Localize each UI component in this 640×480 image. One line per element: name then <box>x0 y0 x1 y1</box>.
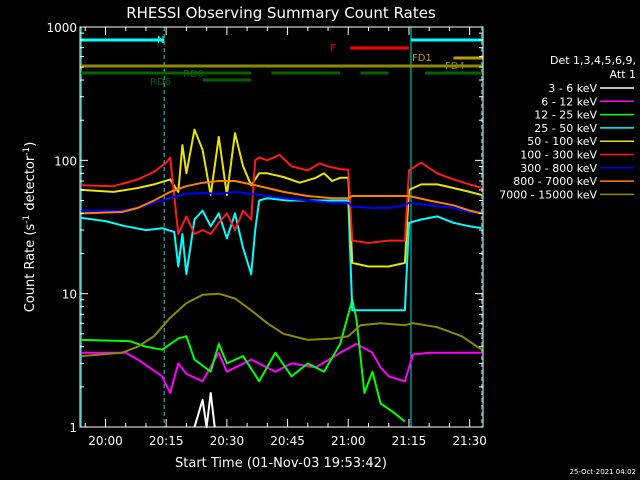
legend-label-5: 100 - 300 keV <box>520 149 597 162</box>
y-tick-label-2: 100 <box>54 154 77 168</box>
x-tick-label-1: 20:15 <box>149 434 184 448</box>
y-tick-label-0: 1 <box>69 421 77 435</box>
series-line-1 <box>81 342 482 394</box>
plot-frame <box>79 26 484 428</box>
legend-label-3: 25 - 50 keV <box>534 122 597 135</box>
x-axis-ticks: 20:00 20:15 20:30 20:45 21:00 21:15 21:30 <box>84 27 487 448</box>
series-lines <box>81 128 483 428</box>
series-line-3 <box>81 197 482 312</box>
series-line-8 <box>81 292 483 358</box>
legend-label-6: 300 - 800 keV <box>520 162 597 175</box>
y-axis-ticks: 1 10 100 1000 <box>46 21 483 435</box>
series-line-4 <box>81 128 483 268</box>
legend-label-2: 12 - 25 keV <box>534 109 597 122</box>
series-line-2 <box>81 298 406 423</box>
flag-label-2: FD1 <box>412 53 432 64</box>
series-line-5 <box>81 153 483 244</box>
legend-label-1: 6 - 12 keV <box>541 95 597 108</box>
legend-label-4: 50 - 100 keV <box>527 135 597 148</box>
legend-label-7: 800 - 7000 keV <box>513 175 597 188</box>
vertical-markers <box>80 27 483 427</box>
series-line-7 <box>81 180 483 215</box>
x-axis-label: Start Time (01-Nov-03 19:53:42) <box>175 456 387 471</box>
flag-label-0: N <box>157 35 164 46</box>
x-tick-label-3: 20:45 <box>270 434 305 448</box>
flag-label-3: FD4 <box>445 61 465 72</box>
flag-label-4: RD0 <box>183 69 204 80</box>
x-tick-label-2: 20:30 <box>210 434 245 448</box>
x-tick-label-4: 21:00 <box>331 434 366 448</box>
series-line-0 <box>193 392 216 428</box>
y-tick-label-1: 10 <box>62 288 77 302</box>
y-axis-label: Count Rate (s-1 detector-1) <box>22 142 38 313</box>
chart-title: RHESSI Observing Summary Count Rates <box>126 4 436 22</box>
flag-label-1: F <box>330 43 336 54</box>
legend-header-detectors: Det 1,3,4,5,6,9, <box>550 54 636 67</box>
flag-label-5: RD6 <box>150 77 171 88</box>
x-tick-label-0: 20:00 <box>88 434 123 448</box>
legend-header-attenuator: Att 1 <box>610 68 636 81</box>
x-tick-label-5: 21:15 <box>392 434 427 448</box>
legend-label-0: 3 - 6 keV <box>548 82 597 95</box>
series-line-6 <box>81 190 482 215</box>
legend-label-8: 7000 - 15000 keV <box>499 188 597 201</box>
render-timestamp: 25-Oct-2021 04:02 <box>570 468 636 476</box>
y-tick-label-3: 1000 <box>46 21 77 35</box>
flag-bars: N F FD1 FD4 RD0 RD6 <box>80 35 483 88</box>
x-tick-label-6: 21:30 <box>452 434 487 448</box>
